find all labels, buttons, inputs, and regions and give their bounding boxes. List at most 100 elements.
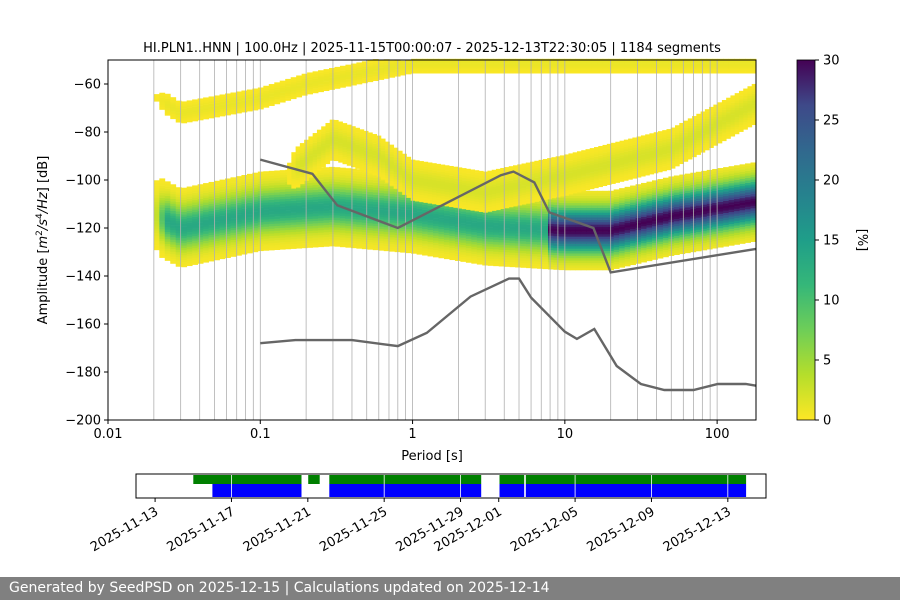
- heatmap-bin: [329, 82, 335, 86]
- heatmap-bin: [509, 245, 516, 248]
- heatmap-bin: [170, 215, 177, 219]
- heatmap-bin: [515, 243, 522, 246]
- heatmap-bin: [323, 184, 330, 187]
- heatmap-bin: [356, 217, 363, 220]
- heatmap-bin: [542, 216, 549, 219]
- heatmap-bin: [378, 235, 385, 239]
- heatmap-bin: [203, 216, 209, 220]
- heatmap-bin: [378, 204, 385, 208]
- heatmap-bin: [504, 225, 511, 229]
- heatmap-bin: [433, 66, 439, 69]
- heatmap-bin: [225, 255, 231, 258]
- heatmap-bin: [203, 257, 209, 261]
- heatmap-bin: [624, 237, 631, 240]
- heatmap-bin: [684, 183, 691, 186]
- heatmap-bin: [219, 227, 226, 231]
- heatmap-bin: [219, 232, 226, 236]
- heatmap-bin: [197, 229, 204, 233]
- heatmap-bin: [246, 207, 253, 211]
- heatmap-bin: [427, 217, 434, 221]
- heatmap-bin: [651, 237, 658, 241]
- heatmap-bin: [723, 234, 730, 238]
- heatmap-bin: [651, 182, 658, 186]
- heatmap-bin: [558, 219, 565, 223]
- heatmap-bin: [307, 204, 313, 208]
- heatmap-bin: [241, 206, 248, 209]
- heatmap-bin: [487, 68, 494, 72]
- heatmap-bin: [372, 206, 379, 210]
- heatmap-bin: [339, 194, 346, 197]
- heatmap-bin: [706, 181, 713, 185]
- heatmap-bin: [312, 223, 319, 226]
- heatmap-bin: [355, 134, 360, 138]
- heatmap-bin: [301, 92, 308, 96]
- heatmap-bin: [476, 242, 483, 246]
- heatmap-bin: [454, 253, 461, 257]
- heatmap-bin: [728, 194, 735, 198]
- heatmap-bin: [701, 235, 708, 239]
- heatmap-bin: [263, 228, 270, 232]
- heatmap-bin: [345, 180, 352, 183]
- heatmap-bin: [422, 209, 428, 213]
- heatmap-bin: [728, 204, 735, 208]
- heatmap-bin: [569, 234, 576, 237]
- heatmap-bin: [558, 229, 565, 232]
- heatmap-bin: [739, 205, 746, 208]
- heatmap-bin: [728, 187, 735, 191]
- heatmap-bin: [695, 193, 702, 197]
- heatmap-bin: [624, 239, 631, 243]
- heatmap-bin: [312, 154, 318, 158]
- heatmap-bin: [186, 105, 193, 108]
- heatmap-bin: [750, 186, 757, 190]
- heatmap-bin: [380, 150, 386, 154]
- heatmap-bin: [635, 249, 642, 252]
- heatmap-bin: [329, 219, 335, 223]
- heatmap-bin: [651, 192, 658, 196]
- heatmap-bin: [318, 191, 324, 195]
- heatmap-bin: [175, 256, 182, 260]
- heatmap-bin: [547, 235, 554, 239]
- heatmap-bin: [553, 219, 560, 222]
- heatmap-bin: [706, 66, 713, 69]
- heatmap-bin: [723, 61, 730, 64]
- heatmap-bin: [580, 207, 587, 211]
- heatmap-bin: [321, 133, 326, 137]
- heatmap-bin: [181, 247, 188, 251]
- heatmap-bin: [613, 225, 620, 229]
- heatmap-bin: [246, 205, 253, 208]
- heatmap-bin: [389, 171, 395, 174]
- heatmap-bin: [164, 241, 171, 245]
- heatmap-bin: [745, 185, 751, 188]
- heatmap-bin: [608, 205, 615, 208]
- heatmap-bin: [717, 172, 724, 176]
- heatmap-bin: [389, 156, 395, 160]
- heatmap-bin: [378, 226, 385, 230]
- heatmap-bin: [405, 197, 412, 201]
- heatmap-bin: [312, 187, 319, 190]
- heatmap-bin: [520, 253, 527, 256]
- heatmap-bin: [657, 203, 664, 206]
- heatmap-bin: [443, 251, 450, 255]
- heatmap-bin: [346, 146, 352, 149]
- heatmap-bin: [285, 98, 292, 101]
- heatmap-bin: [372, 63, 379, 67]
- heatmap-bin: [602, 217, 609, 220]
- heatmap-bin: [454, 246, 461, 249]
- heatmap-bin: [613, 242, 620, 245]
- heatmap-bin: [225, 233, 231, 237]
- heatmap-bin: [422, 207, 428, 210]
- heatmap-bin: [509, 66, 516, 69]
- heatmap-bin: [723, 215, 730, 218]
- heatmap-bin: [389, 70, 396, 73]
- heatmap-bin: [318, 174, 324, 178]
- heatmap-bin: [569, 217, 576, 220]
- heatmap-bin: [192, 223, 199, 227]
- heatmap-bin: [734, 63, 740, 67]
- heatmap-bin: [363, 152, 369, 156]
- heatmap-bin: [334, 222, 341, 226]
- heatmap-bin: [393, 171, 399, 175]
- heatmap-bin: [246, 108, 253, 112]
- heatmap-bin: [684, 173, 691, 177]
- heatmap-bin: [520, 229, 527, 232]
- heatmap-bin: [411, 210, 417, 213]
